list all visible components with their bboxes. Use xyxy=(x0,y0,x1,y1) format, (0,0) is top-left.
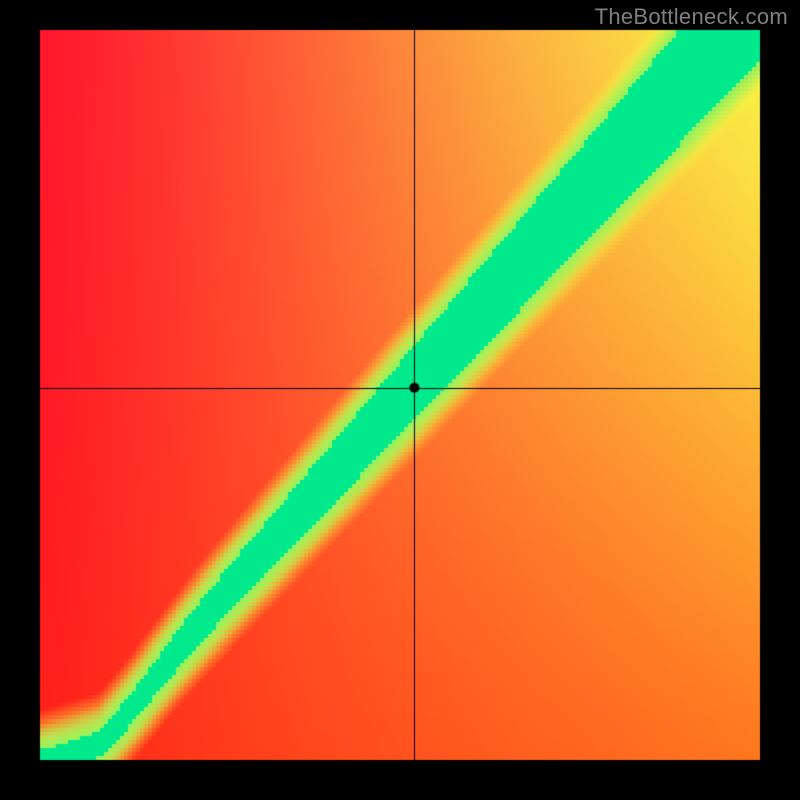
heatmap-canvas xyxy=(0,0,800,800)
watermark-text: TheBottleneck.com xyxy=(595,4,788,30)
chart-container: TheBottleneck.com xyxy=(0,0,800,800)
